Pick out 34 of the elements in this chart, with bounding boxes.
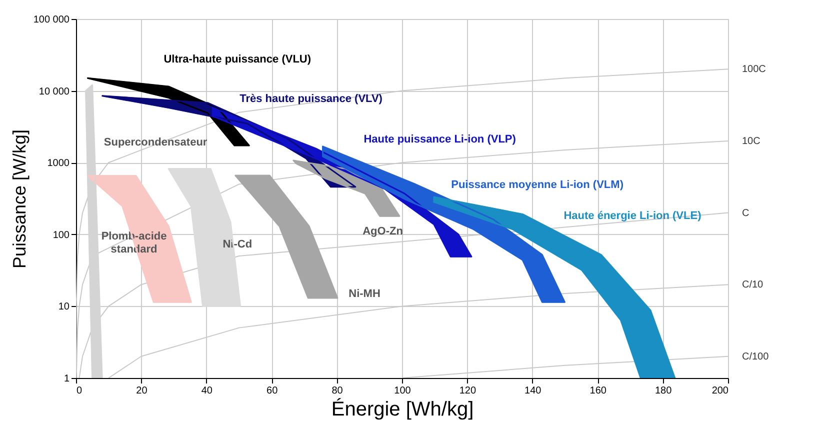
x-tick-label: 80 (332, 386, 344, 396)
annotation: Haute puissance Li-ion (VLP) (364, 133, 516, 146)
text: 100C (742, 64, 766, 76)
x-tick-label: 200 (712, 386, 729, 396)
x-tick-label: 120 (459, 386, 476, 396)
x-tick-label: 60 (266, 386, 278, 396)
x-tick-label: 140 (524, 386, 542, 396)
text: C/10 (742, 280, 764, 291)
y-tick-label: 1000 (47, 158, 70, 170)
annotation: Ultra-haute puissance (VLU) (164, 53, 312, 66)
x-tick-label: 160 (590, 386, 607, 396)
text: 10C (742, 136, 760, 147)
x-tick-label: 40 (201, 386, 213, 396)
x-tick-label: 0 (76, 386, 82, 396)
x-tick-label: 100 (394, 386, 412, 396)
annotation: Supercondensateur (104, 136, 208, 148)
annotation: Ni-Cd (222, 238, 252, 251)
text: C (742, 208, 750, 219)
text: C/100 (742, 351, 770, 362)
x-axis-title: Énergie [Wh/kg] (331, 398, 474, 420)
annotation: Plomb-acide standard (101, 230, 167, 256)
y-axis-title: Puissance [W/kg] (9, 129, 30, 269)
y-tick-label: 10 (58, 302, 70, 313)
annotation: AgO-Zn (362, 225, 404, 238)
y-tick-label: 1 (64, 374, 70, 384)
x-tick-label: 20 (136, 386, 148, 396)
annotation: Haute énergie Li-ion (VLE) (564, 210, 702, 222)
y-tick-label: 100 (52, 230, 70, 241)
annotation: Ni-MH (348, 288, 380, 300)
annotation: Très haute puissance (VLV) (240, 92, 383, 105)
x-tick-label: 180 (654, 386, 672, 396)
y-tick-label: 100 000 (33, 14, 70, 26)
y-tick-label: 10 000 (38, 86, 70, 98)
annotation: Puissance moyenne Li-ion (VLM) (451, 178, 624, 191)
